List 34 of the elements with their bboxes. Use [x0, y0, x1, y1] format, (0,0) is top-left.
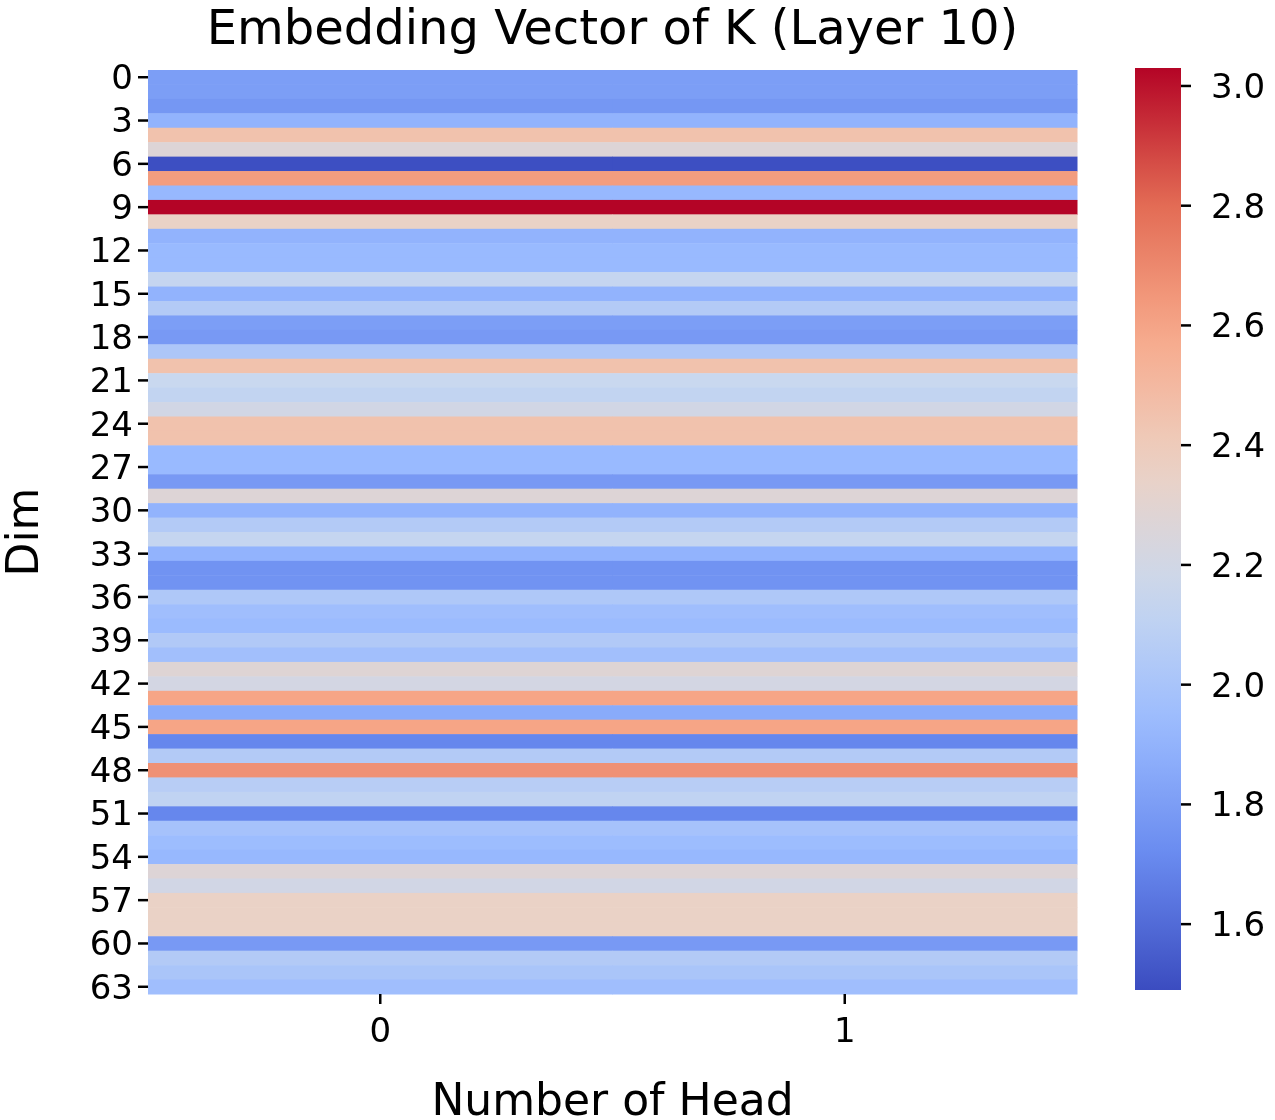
- y-tick-label: 45: [89, 706, 133, 747]
- y-tick-label: 6: [111, 143, 133, 184]
- y-tick-label: 18: [89, 316, 133, 357]
- y-axis-title: Dim: [0, 487, 48, 577]
- y-tick-label: 21: [89, 360, 133, 401]
- y-tick-label: 42: [89, 663, 133, 704]
- color-bar-label: 2.6: [1211, 305, 1266, 346]
- chart-title: Embedding Vector of K (Layer 10): [206, 0, 1019, 55]
- color-bar-label: 3.0: [1211, 65, 1266, 106]
- y-tick-label: 36: [89, 576, 133, 617]
- color-bar-label: 2.0: [1211, 664, 1266, 705]
- y-tick-label: 0: [111, 57, 133, 98]
- color-bar-label: 2.2: [1211, 544, 1266, 585]
- y-tick-label: 48: [89, 750, 133, 791]
- y-tick-label: 54: [89, 836, 133, 877]
- y-tick-label: 27: [89, 446, 133, 487]
- y-tick-label: 57: [89, 880, 133, 921]
- y-tick-label: 63: [89, 966, 133, 1007]
- y-tick-label: 24: [89, 403, 133, 444]
- color-bar-label: 2.8: [1211, 185, 1266, 226]
- y-tick-label: 33: [89, 533, 133, 574]
- y-tick-label: 9: [111, 187, 133, 228]
- y-tick-label: 30: [89, 490, 133, 531]
- color-bar-label: 2.4: [1211, 425, 1266, 466]
- x-axis-title: Number of Head: [431, 1074, 794, 1120]
- y-tick-label: 51: [89, 793, 133, 834]
- y-tick-label: 60: [89, 923, 133, 964]
- y-tick-label: 3: [111, 100, 133, 141]
- color-bar-label: 1.8: [1211, 784, 1266, 825]
- y-tick-label: 15: [89, 273, 133, 314]
- y-tick-label: 39: [89, 620, 133, 661]
- y-tick-label: 12: [89, 230, 133, 271]
- x-tick-label: 1: [833, 1010, 856, 1050]
- color-bar-label: 1.6: [1211, 904, 1266, 945]
